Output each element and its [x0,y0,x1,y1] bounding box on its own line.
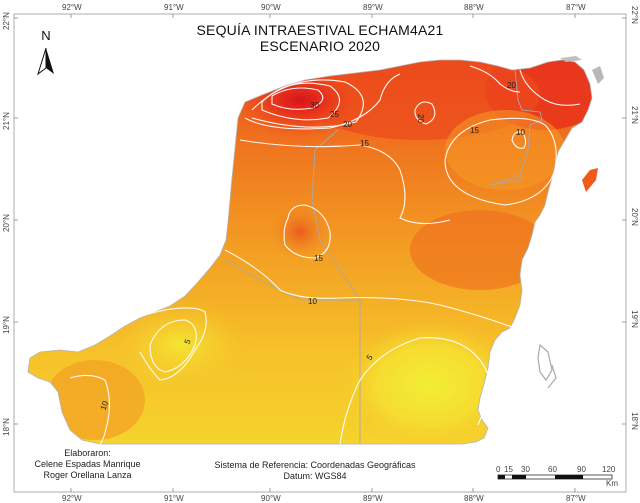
lon-bottom-1: 91°W [164,494,184,503]
lat-left-0: 22°N [2,12,11,30]
longitude-labels-bottom: 92°W 91°W 90°W 89°W 88°W 87°W [62,494,586,503]
contour-label-10b: 10 [308,297,317,306]
contour-label-10c: 10 [99,399,111,411]
contour-label-30: 30 [310,101,319,110]
cancun-coast [592,66,604,84]
lat-right-1: 21°N [630,106,639,124]
contour-label-20b: 20 [416,114,425,123]
lon-top-4: 88°W [464,3,484,12]
cozumel-island [582,168,598,192]
scale-label-0: 0 [496,465,501,474]
credits-heading: Elaboraron: [64,448,111,458]
map-title: SEQUÍA INTRAESTIVAL ECHAM4A21 ESCENARIO … [120,22,520,54]
contour-label-25: 25 [330,110,339,119]
lon-top-1: 91°W [164,3,184,12]
north-arrow-icon [37,47,54,76]
lat-right-3: 19°N [630,310,639,328]
map-border [13,13,627,493]
contour-lines [69,65,581,445]
contour-label-group: 30 25 20 20 20 15 15 15 10 10 10 5 5 [99,81,526,411]
credits-author2: Roger Orellana Lanza [43,470,132,480]
lat-left-4: 18°N [2,418,11,436]
title-line2: ESCENARIO 2020 [259,38,381,54]
state-borders [224,69,543,444]
lon-top-2: 90°W [261,3,281,12]
credits-block: Elaboraron: Celene Espadas Manrique Roge… [20,448,155,481]
north-letter: N [41,28,51,43]
lon-bottom-4: 88°W [464,494,484,503]
lagoon-shape [537,343,553,382]
scale-label-4: 90 [577,465,586,474]
contour-label-20a: 20 [343,120,352,129]
scale-label-2: 30 [521,465,530,474]
contour-label-5b: 5 [365,353,375,362]
peninsula-raster [28,60,592,444]
latitude-labels-left: 22°N 21°N 20°N 19°N 18°N [2,12,11,436]
lon-bottom-5: 87°W [566,494,586,503]
scale-unit: Km [606,479,618,488]
longitude-labels-top: 92°W 91°W 90°W 89°W 88°W 87°W [62,3,586,12]
contour-label-15b: 15 [470,126,479,135]
lat-right-0: 22°N [630,6,639,24]
longitude-ticks [70,14,576,492]
credits-author1: Celene Espadas Manrique [34,459,141,469]
reference-block: Sistema de Referencia: Coordenadas Geogr… [195,460,435,482]
scale-label-1: 15 [504,465,513,474]
contour-label-15a: 15 [360,139,369,148]
scale-label-5: 120 [602,465,616,474]
title-line1: SEQUÍA INTRAESTIVAL ECHAM4A21 [196,22,444,38]
lat-left-3: 19°N [2,316,11,334]
lat-right-2: 20°N [630,208,639,226]
lon-top-3: 89°W [363,3,383,12]
contour-label-15c: 15 [314,254,323,263]
lat-right-4: 18°N [630,412,639,430]
contour-label-10a: 10 [516,128,525,137]
lat-left-1: 21°N [2,112,11,130]
contour-label-5a: 5 [183,337,193,345]
lon-top-0: 92°W [62,3,82,12]
latitude-ticks [14,17,626,425]
north-label-wrap: N [34,28,58,43]
lon-bottom-2: 90°W [261,494,281,503]
contour-label-20c: 20 [507,81,516,90]
reference-line1: Sistema de Referencia: Coordenadas Geogr… [214,460,416,470]
scale-bar: 0 15 30 60 90 120 Km [496,465,618,488]
latitude-labels-right: 22°N 21°N 20°N 19°N 18°N [630,6,639,430]
scale-label-3: 60 [548,465,557,474]
lon-bottom-0: 92°W [62,494,82,503]
reef-shape [547,364,557,389]
lat-left-2: 20°N [2,214,11,232]
lon-bottom-3: 89°W [363,494,383,503]
reference-line2: Datum: WGS84 [283,471,347,481]
lon-top-5: 87°W [566,3,586,12]
